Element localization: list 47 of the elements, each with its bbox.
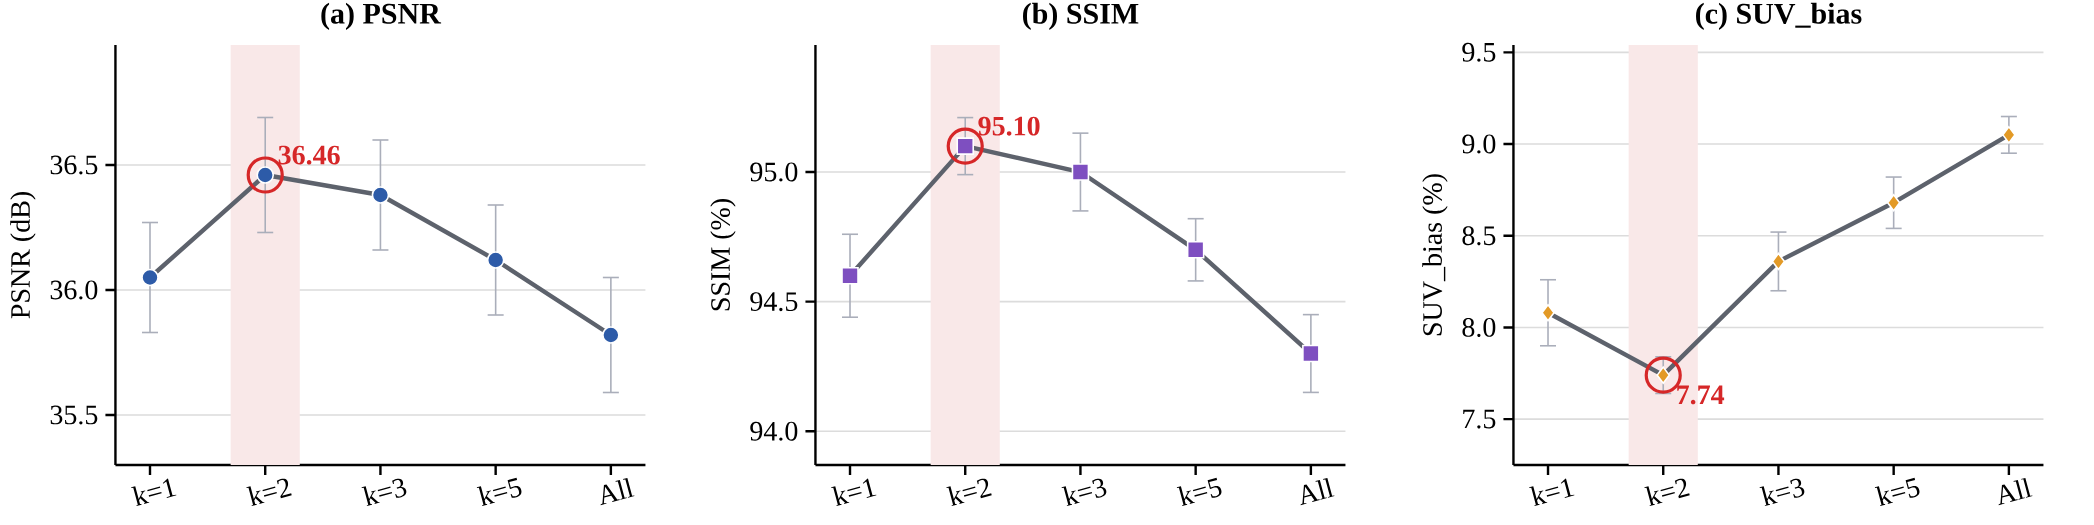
annotation: 36.46 (278, 145, 340, 165)
annotation: 95.10 (978, 116, 1040, 136)
y-tick-label: 8.5 (1462, 226, 1496, 246)
point (141, 268, 159, 287)
x-tick-label: All (600, 477, 635, 506)
x-tick-label: k=3 (361, 478, 407, 507)
point (1302, 344, 1320, 363)
y-tick-label: 8.0 (1462, 317, 1496, 337)
x-tick-label: k=3 (1061, 478, 1107, 507)
x-tick-label: k=2 (1644, 478, 1690, 507)
y-axis-title: SUV_bias (%) (1422, 174, 1448, 336)
y-tick-label: 35.5 (50, 405, 98, 425)
x-tick-label: All (1998, 477, 2033, 506)
point (841, 266, 859, 285)
point (1541, 303, 1555, 322)
point (486, 251, 505, 269)
y-tick-label: 9.0 (1462, 134, 1496, 154)
x-tick-label: k=5 (1176, 477, 1222, 507)
x-tick-label: All (1300, 477, 1335, 506)
chart-title: (c) SUV_bias (1696, 2, 1862, 30)
x-tick-label: k=3 (1759, 478, 1805, 507)
point (2002, 126, 2016, 144)
y-axis-title: SSIM (%) (710, 199, 736, 311)
y-tick-label: 7.5 (1463, 409, 1496, 429)
x-tick-label: k=1 (831, 478, 877, 507)
point (1186, 241, 1205, 259)
point (1071, 163, 1090, 181)
x-tick-label: k=1 (1529, 478, 1575, 507)
x-tick-label: k=2 (946, 478, 992, 507)
x-tick-label: k=1 (131, 478, 177, 507)
point (1771, 252, 1786, 271)
y-tick-label: 94.5 (750, 292, 798, 312)
point (371, 186, 390, 204)
chart-title: (a) PSNR (321, 2, 442, 30)
point (602, 326, 620, 344)
y-tick-label: 36.5 (50, 155, 98, 175)
x-tick-label: k=5 (476, 477, 522, 507)
y-tick-label: 94.0 (750, 421, 798, 441)
y-tick-label: 36.0 (50, 280, 98, 300)
point (1886, 193, 1901, 212)
annotation: 7.74 (1677, 385, 1725, 405)
x-tick-label: k=2 (246, 478, 292, 507)
y-tick-label: 9.5 (1462, 42, 1496, 62)
y-tick-label: 95.0 (750, 162, 798, 182)
x-tick-label: k=5 (1874, 477, 1920, 507)
y-axis-title: PSNR (dB) (10, 192, 36, 319)
chart-title: (b) SSIM (1023, 2, 1139, 30)
